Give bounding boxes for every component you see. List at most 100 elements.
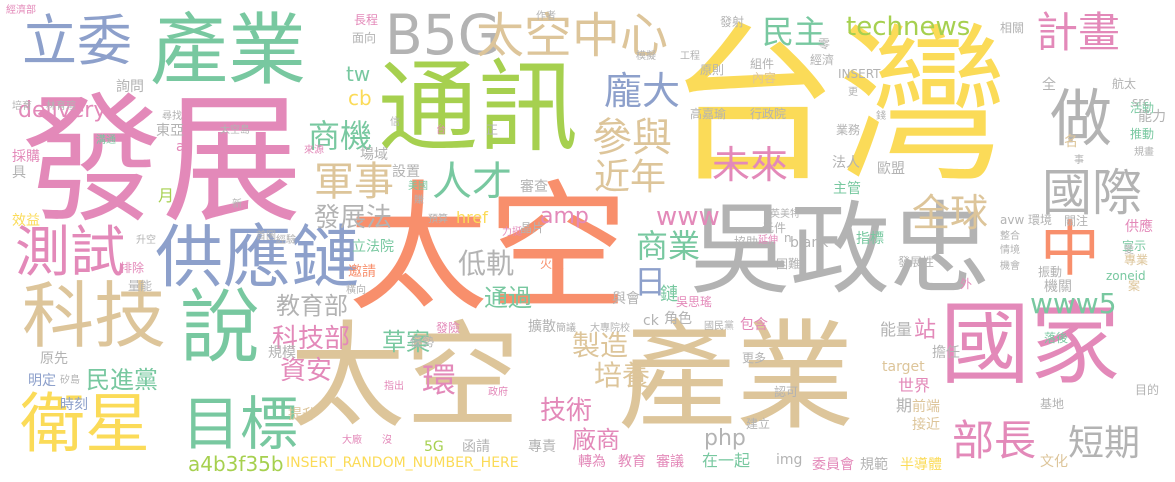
word-committee: 委員會: [812, 457, 854, 473]
word-planning: 規畫: [1134, 147, 1154, 158]
word-agency: 機關: [1044, 279, 1072, 295]
word-attention: 關注: [1064, 214, 1089, 228]
word-element: 元件: [762, 221, 787, 235]
word-do: 做: [1050, 82, 1113, 155]
word-culture: 文化: [1040, 454, 1068, 470]
word-component: 組件: [750, 57, 775, 71]
word-frontend: 前端: [912, 399, 940, 415]
word-simulate: 模擬: [636, 51, 656, 62]
word-zero: 零: [818, 37, 831, 51]
word-satellite: 衛星: [20, 387, 151, 462]
word-lin-yuxuan: 林育瑄: [46, 101, 76, 112]
word-href: href: [456, 208, 488, 227]
word-scenario: 情境: [1000, 245, 1020, 256]
word-scale: 規模: [268, 345, 296, 361]
word-author: 作者: [536, 11, 556, 22]
word-industry-tan: 產業: [618, 308, 855, 446]
word-more: 更多: [742, 351, 767, 365]
word-dpp: 民進黨: [86, 366, 158, 394]
word-invite: 邀請: [348, 264, 376, 280]
word-delivery: delivery: [18, 98, 107, 123]
word-integrate: 整合: [1000, 231, 1020, 242]
word-business: 業務: [836, 123, 861, 137]
word-developability: 發展性: [898, 255, 935, 269]
word-briefing: 簡議: [556, 323, 576, 334]
word-dedicated: 專責: [528, 439, 556, 455]
word-period: 期: [896, 396, 913, 415]
word-global: 全球: [912, 191, 989, 235]
word-enhance: 提升: [288, 407, 316, 423]
word-huge: 龐大: [604, 69, 681, 113]
word-difficulty: 困難: [776, 257, 801, 271]
word-insert: INSERT: [838, 67, 881, 81]
word-advantage: 優勢: [410, 335, 435, 349]
word-avw: avw: [1000, 213, 1025, 227]
word-education: 教育: [618, 454, 646, 470]
word-fa-xian: 發險: [436, 321, 461, 335]
word-talent: 人才: [432, 159, 512, 205]
word-short-term: 短期: [1068, 423, 1141, 464]
word-earn: 賺: [414, 195, 424, 206]
word-purpose: 目的: [1135, 383, 1160, 397]
word-blank: blank: [790, 235, 829, 251]
word-new: 新: [232, 199, 242, 210]
word-space-tan: 太空: [290, 310, 521, 444]
word-vibration: 振動: [1038, 265, 1063, 279]
word-zoneid: zoneid: [1106, 269, 1146, 283]
word-horizontal: 橫向: [346, 285, 366, 296]
word-field: 場域: [360, 147, 388, 163]
word-include: 包含: [740, 317, 768, 333]
word-setup: 設置: [392, 164, 420, 180]
word-long-term: 長程: [354, 13, 379, 27]
word-ring: 環: [422, 361, 456, 401]
word-military: 軍事: [314, 159, 394, 205]
word-industry-green: 產業: [150, 6, 307, 96]
word-deliberation: 審議: [656, 454, 684, 470]
word-opportunity: 機會: [1000, 261, 1020, 272]
word-insert-random: INSERT_RANDOM_NUMBER_HERE: [286, 455, 519, 471]
word-moment: 時刻: [60, 397, 88, 413]
word-aspect: 面向: [352, 31, 377, 45]
word-day: 日: [634, 263, 667, 301]
word-legislature: 立法院: [352, 239, 394, 255]
word-taiwan: 台灣: [668, 8, 1009, 206]
word-supply-chain: 供應鏈: [155, 219, 360, 298]
word-draft: 草案: [382, 328, 430, 356]
word-vendor: 廠商: [572, 426, 620, 454]
word-executive-yuan: 行政院: [750, 107, 787, 121]
word-amp: amp: [540, 204, 589, 229]
word-search: 尋找: [162, 111, 182, 122]
word-mars: 火星: [540, 257, 565, 271]
word-convert: 轉為: [578, 454, 606, 470]
word-review: 審查: [520, 179, 548, 195]
word-extend: 延伸: [758, 235, 778, 246]
word-procurement: 採購: [12, 149, 40, 165]
word-a4b3f35b: a4b3f35b: [188, 452, 284, 476]
word-case: 案: [1128, 279, 1141, 293]
word-pass: 通過: [484, 284, 532, 312]
word-b5g: B5G: [385, 3, 501, 67]
word-space-island: 太空島: [220, 125, 250, 136]
word-base: 基地: [1040, 397, 1065, 411]
word-declare: 宣示: [1122, 239, 1147, 253]
word-development: 發展: [22, 80, 303, 243]
word-government: 政府: [488, 387, 508, 398]
word-tech: 技術: [540, 396, 593, 426]
word-ck: ck: [643, 313, 659, 329]
word-role: 角色: [664, 311, 692, 327]
word-cover-image: 首圖: [256, 231, 276, 242]
word-plan: 計畫: [1036, 8, 1121, 57]
word-world: 世界: [898, 376, 931, 395]
word-mst: 科技部: [272, 324, 351, 354]
word-inquire: 詢問: [116, 79, 144, 95]
word-engineering: 工程: [680, 51, 700, 62]
word-space-orange: 太空: [348, 168, 629, 331]
word-technews: technews: [846, 12, 971, 42]
word-name: 名: [1064, 134, 1078, 150]
word-wu-siyao: 吳思瑤: [676, 295, 713, 309]
word-business-opp: 商機: [308, 117, 373, 155]
word-target: target: [882, 359, 925, 375]
word-endorse: 認可: [774, 385, 799, 399]
word-related: 相關: [1000, 21, 1025, 35]
